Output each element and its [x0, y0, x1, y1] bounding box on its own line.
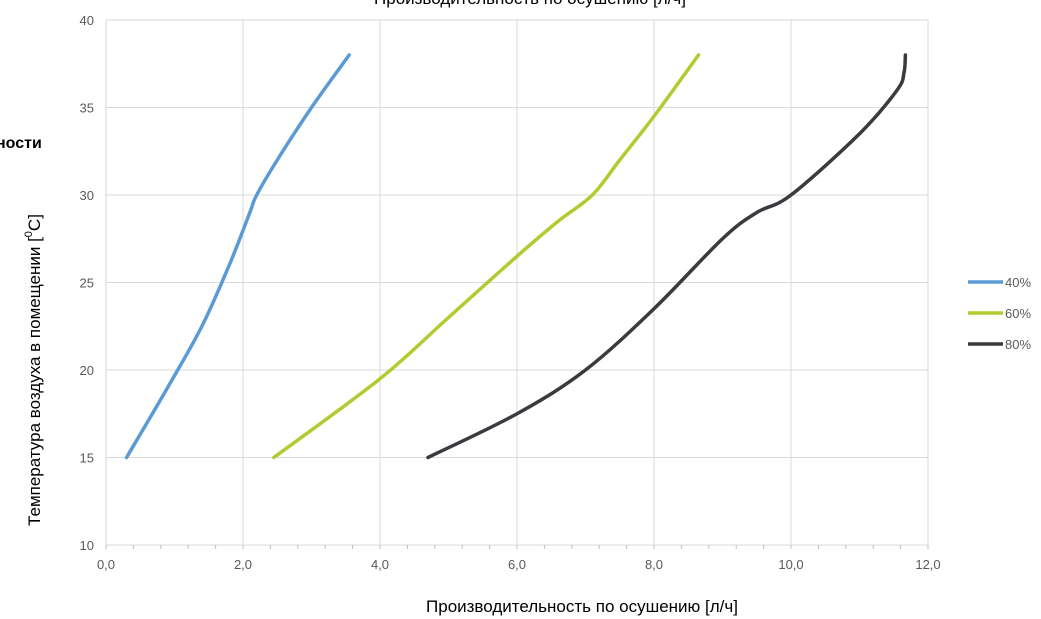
cropped-title-fragment: ности [0, 135, 42, 152]
y-tick-label: 15 [80, 451, 94, 466]
legend-label-60pct: 60% [1005, 306, 1031, 321]
x-tick-label: 0,0 [97, 557, 115, 572]
series-line-80pct [426, 53, 908, 460]
series-lines [124, 53, 908, 460]
series-line-60pct [272, 53, 701, 460]
x-tick-label: 4,0 [371, 557, 389, 572]
y-axis-title-sup: 0 [23, 231, 35, 237]
y-axis-title: Температура воздуха в помещении [0C] [23, 214, 44, 526]
x-axis-title: Производительность по осушению [л/ч] [426, 597, 738, 616]
y-axis-title-main: Температура воздуха в помещении [ [25, 237, 44, 526]
y-tick-label: 20 [80, 363, 94, 378]
x-tick-labels: 0,0 2,0 4,0 6,0 8,0 10,0 12,0 [97, 557, 941, 572]
y-tick-label: 35 [80, 101, 94, 116]
series-line-40pct [124, 53, 351, 460]
y-tick-labels: 10 15 20 25 30 35 40 [80, 13, 94, 553]
y-tick-label: 40 [80, 13, 94, 28]
chart-title: Производительность по осушению [л/ч] [374, 0, 686, 8]
y-tick-label: 25 [80, 276, 94, 291]
gridlines [105, 19, 929, 546]
y-axis-title-unit: C] [25, 214, 44, 231]
legend: 40% 60% 80% [968, 275, 1031, 352]
x-tick-label: 6,0 [508, 557, 526, 572]
y-tick-label: 10 [80, 538, 94, 553]
x-tick-label: 8,0 [645, 557, 663, 572]
x-tick-label: 10,0 [778, 557, 803, 572]
x-tick-label: 12,0 [915, 557, 940, 572]
x-tick-label: 2,0 [234, 557, 252, 572]
legend-label-80pct: 80% [1005, 337, 1031, 352]
minor-ticks [105, 545, 929, 549]
legend-label-40pct: 40% [1005, 275, 1031, 290]
y-tick-label: 30 [80, 188, 94, 203]
